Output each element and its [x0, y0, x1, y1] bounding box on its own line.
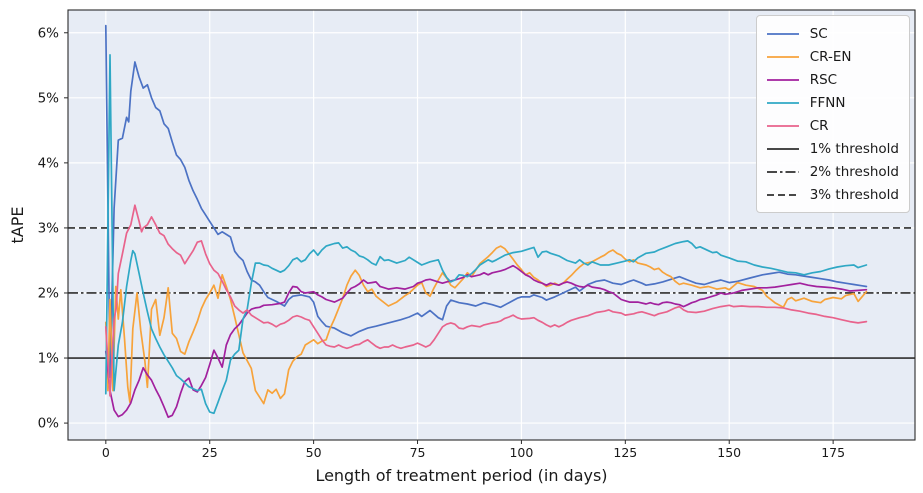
legend-line-swatch [766, 147, 799, 150]
y-tick-label: 3% [38, 220, 60, 236]
legend-line-swatch [766, 193, 799, 196]
legend-item: CR-EN [766, 46, 899, 67]
legend-item: SC [766, 23, 899, 44]
x-tick-label: 25 [202, 445, 218, 460]
x-tick-label: 0 [102, 445, 110, 460]
y-tick-label: 1% [38, 351, 60, 367]
legend-label: 3% threshold [809, 186, 899, 203]
series-line-ffnn [104, 54, 868, 415]
series-line-rsc [104, 264, 868, 419]
x-tick-label: 125 [613, 445, 637, 460]
y-tick-label: 6% [38, 25, 60, 41]
legend-item: 3% threshold [766, 184, 899, 205]
legend-line-swatch [766, 55, 799, 58]
legend-line-swatch [766, 78, 799, 81]
legend-label: 1% threshold [809, 140, 899, 157]
y-tick-label: 0% [38, 416, 60, 432]
x-tick-label: 100 [509, 445, 533, 460]
y-tick-label: 2% [38, 285, 60, 301]
y-axis-label: tAPE [8, 206, 27, 244]
x-tick-label: 50 [306, 445, 322, 460]
legend-item: CR [766, 115, 899, 136]
legend-label: CR [809, 117, 829, 134]
legend-line-swatch [766, 101, 799, 104]
legend-item: 2% threshold [766, 161, 899, 182]
legend-item: RSC [766, 69, 899, 90]
legend-line-swatch [766, 124, 799, 127]
legend-label: FFNN [809, 94, 846, 111]
x-tick-label: 75 [410, 445, 426, 460]
y-tick-label: 4% [38, 155, 60, 171]
x-axis-label: Length of treatment period (in days) [315, 466, 608, 485]
x-tick-label: 175 [821, 445, 845, 460]
legend-label: SC [809, 25, 828, 42]
series-line-sc [104, 24, 868, 379]
legend-line-swatch [766, 170, 799, 173]
plot-border [67, 9, 916, 441]
legend-label: 2% threshold [809, 163, 899, 180]
legend-line-swatch [766, 32, 799, 35]
x-tick-label: 150 [717, 445, 741, 460]
legend-label: RSC [809, 71, 838, 88]
y-tick-label: 5% [38, 90, 60, 106]
legend: SC CR-EN RSC FFNN CR 1% threshold 2% threshold… [755, 15, 910, 213]
series-line-cr [104, 204, 868, 397]
legend-label: CR-EN [809, 48, 852, 65]
legend-item: 1% threshold [766, 138, 899, 159]
legend-item: FFNN [766, 92, 899, 113]
